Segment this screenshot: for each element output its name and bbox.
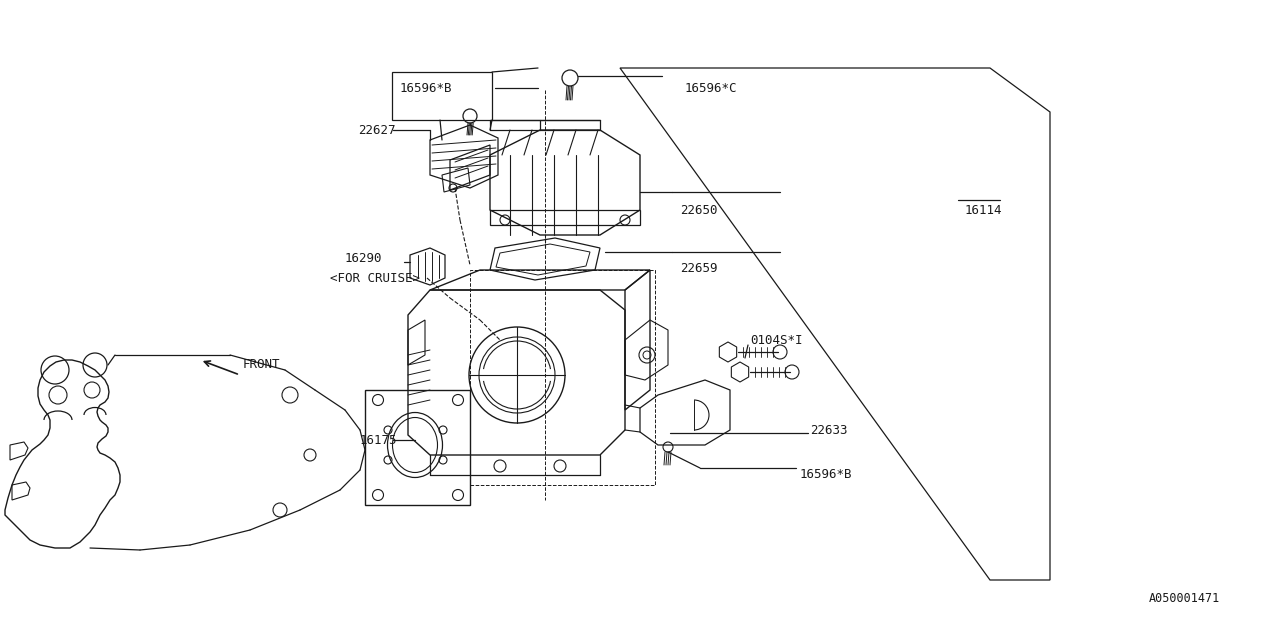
Bar [365, 390, 470, 505]
Text: 22627: 22627 [358, 124, 396, 136]
Text: A050001471: A050001471 [1148, 592, 1220, 605]
Text: 16175: 16175 [360, 433, 398, 447]
Text: <FOR CRUISE>: <FOR CRUISE> [330, 271, 420, 285]
Bar [392, 72, 492, 120]
Text: 22659: 22659 [680, 262, 718, 275]
Text: 22650: 22650 [680, 204, 718, 216]
Text: 16290: 16290 [346, 252, 383, 264]
Text: 22633: 22633 [810, 424, 847, 436]
Text: 16114: 16114 [965, 204, 1002, 216]
Bar [470, 270, 655, 485]
Text: 16596*C: 16596*C [685, 81, 737, 95]
Text: 16596*B: 16596*B [800, 468, 852, 481]
Text: FRONT: FRONT [243, 358, 280, 371]
Text: 16596*B: 16596*B [399, 81, 453, 95]
Text: 0104S*I: 0104S*I [750, 333, 803, 346]
